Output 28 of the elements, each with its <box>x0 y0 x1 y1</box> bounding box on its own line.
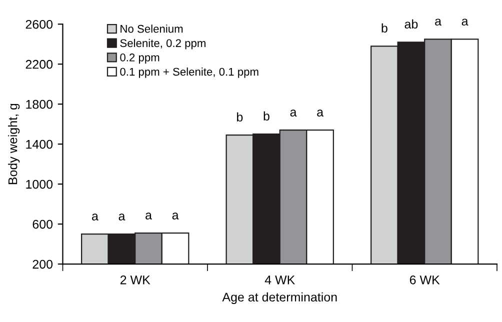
y-tick-label: 200 <box>32 260 53 269</box>
y-tick-label: 2200 <box>26 60 53 69</box>
legend-label: No Selenium <box>120 24 183 33</box>
x-tick-label: 6 WK <box>410 275 440 284</box>
annotation: a <box>317 110 324 117</box>
legend-label: 0.1 ppm + Selenite, 0.1 ppm <box>120 68 258 78</box>
x-axis-title: Age at determination <box>222 292 337 304</box>
legend-label: Selenite, 0.2 ppm <box>120 38 206 50</box>
y-tick-label: 2600 <box>26 20 53 29</box>
y-axis-title: Body weight, g <box>8 104 20 184</box>
annotation: a <box>290 110 297 117</box>
legend-label: 0.2 ppm <box>120 54 160 64</box>
x-tick-label: 4 WK <box>264 276 296 284</box>
annotation: a <box>118 214 126 220</box>
y-tick-label: 1800 <box>26 100 53 109</box>
annotation: a <box>462 18 468 26</box>
annotation: b <box>264 111 270 121</box>
annotation: a <box>435 18 442 26</box>
annotation: a <box>146 212 152 220</box>
y-tick-label: 1400 <box>26 140 53 149</box>
y-tick-label: 600 <box>32 220 53 229</box>
annotation: b <box>237 112 243 122</box>
annotation: ab <box>404 19 418 29</box>
x-tick-label: 2 WK <box>120 275 150 284</box>
y-tick-label: 1000 <box>26 180 53 189</box>
annotation: b <box>382 23 388 33</box>
annotation: a <box>172 212 179 220</box>
annotation: a <box>92 214 98 220</box>
